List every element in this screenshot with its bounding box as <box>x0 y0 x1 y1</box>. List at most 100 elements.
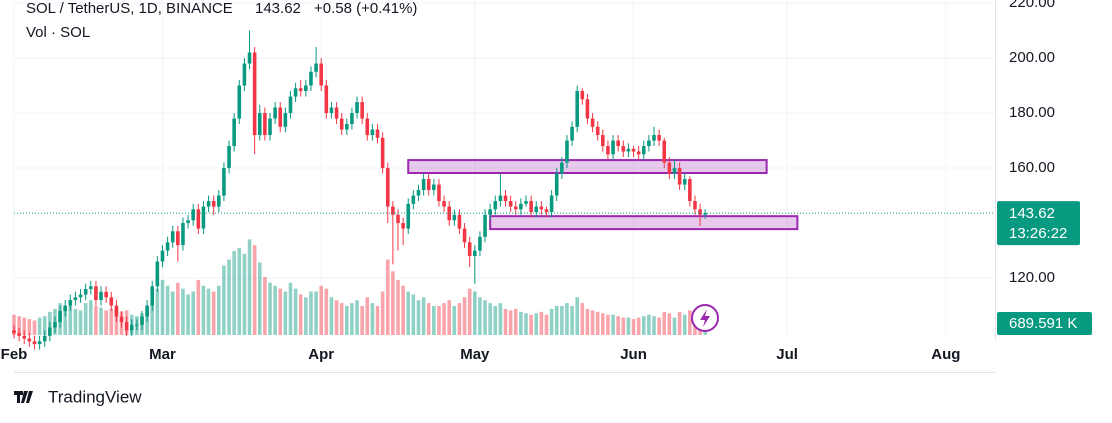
y-tick-label: 120.00 <box>1009 269 1055 286</box>
candle-body <box>544 209 549 213</box>
candle-body <box>473 250 477 257</box>
volume-bar <box>411 294 416 335</box>
lightning-bolt <box>700 309 710 327</box>
candle-body <box>58 311 62 323</box>
candle-body <box>411 195 416 204</box>
volume-bar <box>488 303 492 335</box>
candle-body <box>524 201 528 204</box>
volume-bar <box>83 303 88 335</box>
volume-bar <box>206 288 211 335</box>
volume-bar <box>222 265 226 335</box>
volume-bar <box>565 303 569 335</box>
candle-body <box>104 291 108 298</box>
volume-bar <box>452 306 457 335</box>
candle-body <box>319 63 323 86</box>
volume-bar <box>104 310 108 335</box>
x-tick-label: Feb <box>1 346 28 363</box>
candle-body <box>345 124 349 130</box>
volume-bar <box>22 317 27 335</box>
brand-logo <box>14 391 33 403</box>
candle-body <box>170 231 175 243</box>
candle-body <box>263 113 267 136</box>
volume-bar <box>396 279 400 335</box>
chart-title: SOL / TetherUS, 1D, BINANCE <box>26 0 233 17</box>
volume-bar <box>570 306 574 335</box>
candle-body <box>140 316 144 325</box>
volume-bar <box>508 310 513 335</box>
candle-body <box>590 118 595 127</box>
volume-bar <box>662 311 667 335</box>
volume-title: Vol · SOL <box>26 24 90 41</box>
candle-body <box>196 209 201 229</box>
candle-body <box>150 286 155 306</box>
candle-body <box>688 179 692 202</box>
candle-body <box>657 135 661 141</box>
candle-body <box>94 286 98 301</box>
volume-bar <box>652 316 656 335</box>
x-tick-label: Jul <box>776 346 798 363</box>
candle-body <box>580 91 585 100</box>
volume-bar <box>17 316 21 335</box>
candle-body <box>391 206 395 215</box>
candle-body <box>222 168 226 196</box>
candle-body <box>401 223 405 229</box>
candle-body <box>652 135 656 141</box>
candle-body <box>114 305 119 317</box>
candle-body <box>155 261 160 287</box>
volume-bar <box>534 313 539 335</box>
candle-body <box>370 129 375 136</box>
candle-body <box>257 113 262 136</box>
volume-bar <box>677 311 682 335</box>
volume-bar <box>242 253 247 335</box>
candle-body <box>129 324 134 331</box>
volume-bar <box>360 306 364 335</box>
volume-bar <box>339 303 344 335</box>
volume-bar <box>682 314 687 335</box>
volume-bar <box>170 291 175 335</box>
candle-body <box>278 107 283 127</box>
candle-body <box>181 223 185 246</box>
volume-bar <box>549 308 554 335</box>
candle-body <box>22 335 27 339</box>
volume-bar <box>247 239 252 335</box>
volume-bar <box>426 303 431 335</box>
candle-body <box>12 330 16 334</box>
candle-body <box>483 214 487 237</box>
candle-body <box>611 140 615 155</box>
volume-bar <box>416 300 421 335</box>
candle-body <box>560 162 564 174</box>
volume-bar <box>365 297 370 335</box>
candle-body <box>252 52 257 136</box>
volume-bar <box>539 311 544 335</box>
candle-body <box>570 126 574 141</box>
volume-bar <box>94 306 98 335</box>
candle-body <box>237 85 242 119</box>
volume-bar <box>237 248 242 335</box>
volume-bar <box>493 306 498 335</box>
volume-bar <box>334 300 339 335</box>
volume-bar <box>37 317 42 335</box>
volume-bar <box>580 303 585 335</box>
header-price: 143.62 <box>255 0 301 17</box>
candle-body <box>165 242 170 251</box>
candle-body <box>227 146 231 169</box>
candle-body <box>467 242 472 257</box>
volume-bar <box>437 306 441 335</box>
volume-bar <box>657 317 661 335</box>
volume-bar <box>601 313 605 335</box>
candle-body <box>452 214 457 221</box>
volume-bar <box>73 308 78 335</box>
candle-body <box>360 102 364 119</box>
volume-bar <box>160 279 165 335</box>
volume-bar <box>181 288 185 335</box>
volume-bar <box>524 313 528 335</box>
volume-bar <box>191 291 195 335</box>
candle-body <box>693 201 697 210</box>
volume-bar <box>293 288 298 335</box>
volume-bar <box>283 291 288 335</box>
candle-body <box>385 168 390 207</box>
volume-bar <box>575 297 579 335</box>
y-tick-label: 180.00 <box>1009 104 1055 121</box>
candle-body <box>135 324 139 326</box>
volume-bar <box>350 303 354 335</box>
